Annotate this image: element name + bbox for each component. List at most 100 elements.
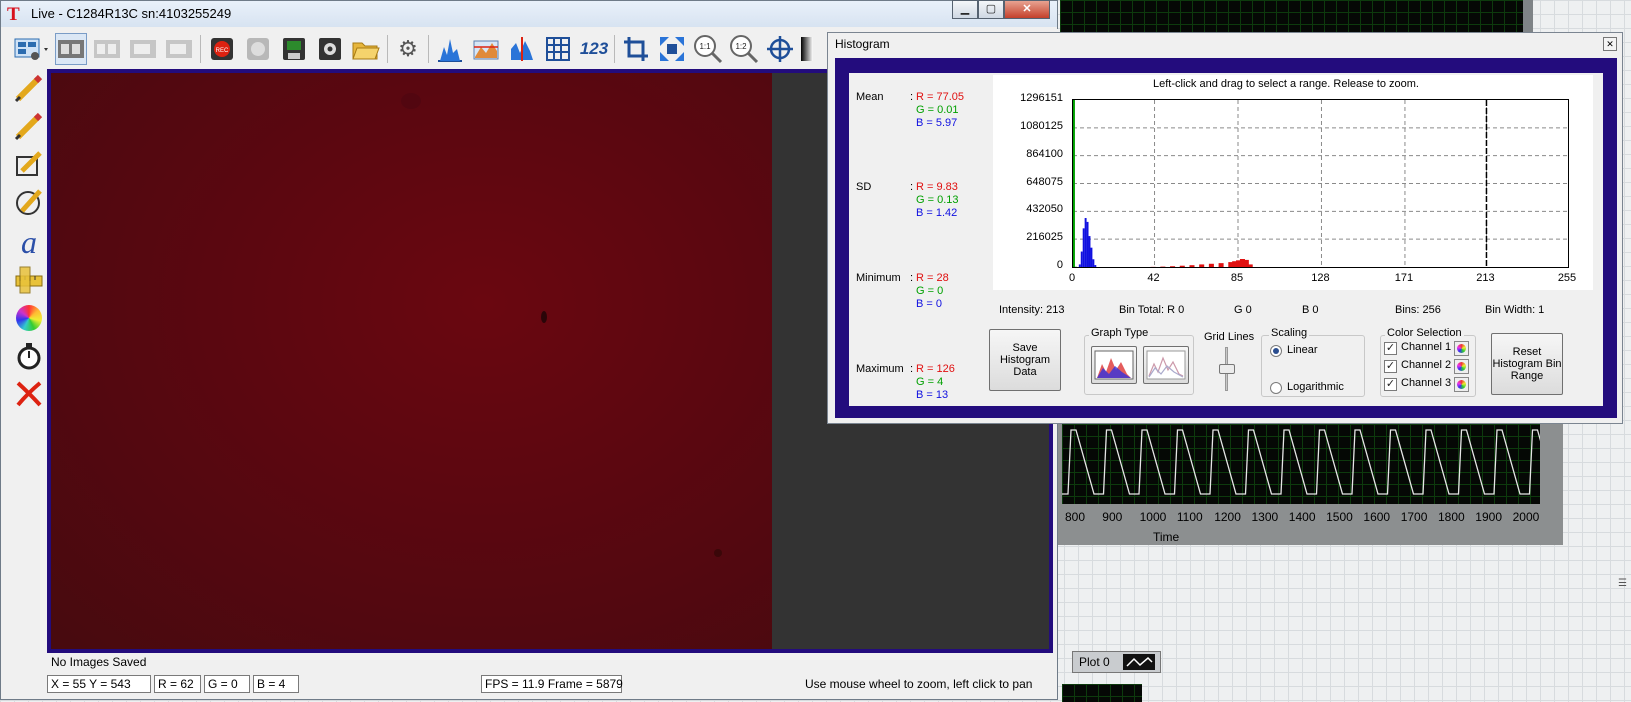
scaling-log-label[interactable]: Logarithmic — [1287, 381, 1344, 393]
filmstrip-icon[interactable] — [55, 33, 87, 65]
crosshair-icon[interactable] — [764, 33, 796, 65]
sd-r: R = 9.83 — [916, 181, 958, 193]
save-image-icon[interactable] — [278, 33, 310, 65]
channel-3-color-icon[interactable] — [1454, 377, 1469, 392]
plot-legend-swatch-icon — [1123, 654, 1155, 670]
graph-type-filled-icon[interactable] — [1091, 346, 1137, 384]
filmstrip-import-icon[interactable] — [163, 33, 195, 65]
histogram-title-bar: Histogram ✕ — [828, 33, 1622, 55]
histogram-bar — [1170, 266, 1176, 267]
histogram-bar — [1247, 264, 1253, 267]
pencil-icon[interactable] — [13, 71, 45, 105]
x-tick-label: 85 — [1230, 272, 1244, 284]
line-profile-icon[interactable] — [470, 33, 502, 65]
ruler-icon[interactable] — [13, 263, 45, 297]
histogram-bar — [1228, 262, 1234, 267]
zoom-1-1-icon[interactable]: 1:1 — [692, 33, 724, 65]
view-options-icon[interactable] — [11, 33, 51, 65]
scaling-linear-radio[interactable] — [1270, 345, 1282, 357]
text-tool-icon[interactable]: a — [13, 224, 45, 260]
channel-1-color-icon[interactable] — [1454, 341, 1469, 356]
histogram-bar — [1189, 265, 1195, 267]
channel-3-checkbox[interactable]: ✓ — [1384, 378, 1397, 391]
fps-readout: FPS = 11.9 Frame = 5879 — [481, 675, 623, 693]
toolbar-separator — [428, 35, 429, 63]
pencil-alt-icon[interactable] — [13, 109, 45, 143]
timer-icon[interactable] — [242, 33, 274, 65]
grid-lines-slider-knob[interactable] — [1219, 364, 1235, 374]
minimize-icon[interactable]: ▁ — [952, 0, 978, 19]
save-settings-icon[interactable] — [314, 33, 346, 65]
plot-legend[interactable]: Plot 0 — [1072, 651, 1161, 673]
bin-width-readout: Bin Width: 1 — [1485, 304, 1545, 316]
minimum-colon: : — [910, 272, 914, 284]
area-profile-icon[interactable] — [506, 33, 538, 65]
grid-lines-label: Grid Lines — [1204, 331, 1255, 343]
channel-3-label[interactable]: Channel 3 — [1401, 377, 1452, 389]
time-tick-label: 1000 — [1139, 510, 1167, 524]
filmstrip-export-icon[interactable] — [127, 33, 159, 65]
image-speck — [401, 93, 421, 109]
scaling-linear-label[interactable]: Linear — [1287, 344, 1318, 356]
g-readout: G = 0 — [204, 675, 250, 693]
scrollbar-grip-icon[interactable]: ☰ — [1618, 578, 1627, 589]
live-image[interactable] — [51, 73, 772, 649]
mean-colon: : — [910, 91, 914, 103]
circle-pencil-icon[interactable] — [13, 185, 45, 219]
channel-2-label[interactable]: Channel 2 — [1401, 359, 1452, 371]
settings-gears-icon[interactable]: ⚙ — [398, 36, 418, 61]
clear-annotations-icon[interactable] — [13, 377, 45, 411]
fit-window-icon[interactable] — [656, 33, 688, 65]
x-tick-label: 255 — [1557, 272, 1577, 284]
bins-readout: Bins: 256 — [1395, 304, 1441, 316]
filmstrip-disabled-icon[interactable] — [91, 33, 123, 65]
maximum-b: B = 13 — [916, 389, 949, 401]
open-folder-icon[interactable] — [350, 33, 382, 65]
channel-2-checkbox[interactable]: ✓ — [1384, 360, 1397, 373]
histogram-chart[interactable] — [1073, 100, 1568, 268]
minimum-label: Minimum — [856, 272, 901, 284]
channel-1-label[interactable]: Channel 1 — [1401, 341, 1452, 353]
close-icon[interactable]: ✕ — [1004, 0, 1050, 19]
graph-type-line-icon[interactable] — [1143, 346, 1189, 384]
live-window: T Live - C1284R13C sn:4103255249 REC — [0, 0, 1059, 700]
histogram-plot-area[interactable]: Left-click and drag to select a range. R… — [993, 75, 1593, 290]
mean-label: Mean — [856, 91, 884, 103]
edit-box-icon[interactable] — [13, 147, 45, 181]
maximum-g: G = 4 — [916, 376, 944, 388]
background-time-axis: 800 900 1000 1100 1200 1300 1400 1500 1600 1700 18… — [1058, 510, 1558, 526]
scaling-label: Scaling — [1269, 327, 1310, 339]
reset-histogram-bin-range-button[interactable]: Reset Histogram Bin Range — [1491, 333, 1563, 395]
color-wheel-icon[interactable] — [13, 301, 45, 335]
bin-total-readout: Bin Total: R 0 — [1119, 304, 1185, 316]
image-speck — [714, 549, 722, 557]
app-logo-icon: T — [7, 4, 20, 25]
close-icon[interactable]: ✕ — [1603, 37, 1617, 51]
record-icon[interactable]: REC — [206, 33, 238, 65]
histogram-frame: Mean : R = 77.05 G = 0.01 B = 5.97 SD : … — [835, 58, 1617, 418]
grid-icon[interactable] — [542, 33, 574, 65]
image-speck — [541, 311, 547, 323]
plot-legend-label: Plot 0 — [1079, 655, 1110, 669]
scaling-log-radio[interactable] — [1270, 382, 1282, 394]
histogram-plot[interactable] — [1072, 99, 1569, 268]
stopwatch-icon[interactable] — [13, 339, 45, 373]
histogram-bar — [1243, 259, 1249, 267]
numbers-label: 123 — [579, 39, 609, 58]
maximize-icon[interactable]: ▢ — [978, 0, 1004, 19]
zoom-1-2-label: 1:2 — [735, 42, 747, 51]
toolbar-separator — [200, 35, 201, 63]
save-histogram-data-button[interactable]: Save Histogram Data — [989, 329, 1061, 391]
gradient-bar-icon[interactable] — [800, 33, 814, 65]
crop-icon[interactable] — [620, 33, 652, 65]
zoom-1-2-icon[interactable]: 1:2 — [728, 33, 760, 65]
histogram-icon[interactable] — [434, 33, 466, 65]
histogram-bar — [1092, 259, 1095, 267]
channel-1-checkbox[interactable]: ✓ — [1384, 342, 1397, 355]
time-tick-label: 900 — [1102, 510, 1123, 524]
save-histogram-data-label: Save Histogram Data — [999, 342, 1051, 378]
time-axis-label: Time — [1153, 530, 1180, 544]
channel-2-color-icon[interactable] — [1454, 359, 1469, 374]
numbers-icon[interactable]: 123 — [578, 33, 610, 65]
histogram-bar — [1218, 263, 1224, 267]
